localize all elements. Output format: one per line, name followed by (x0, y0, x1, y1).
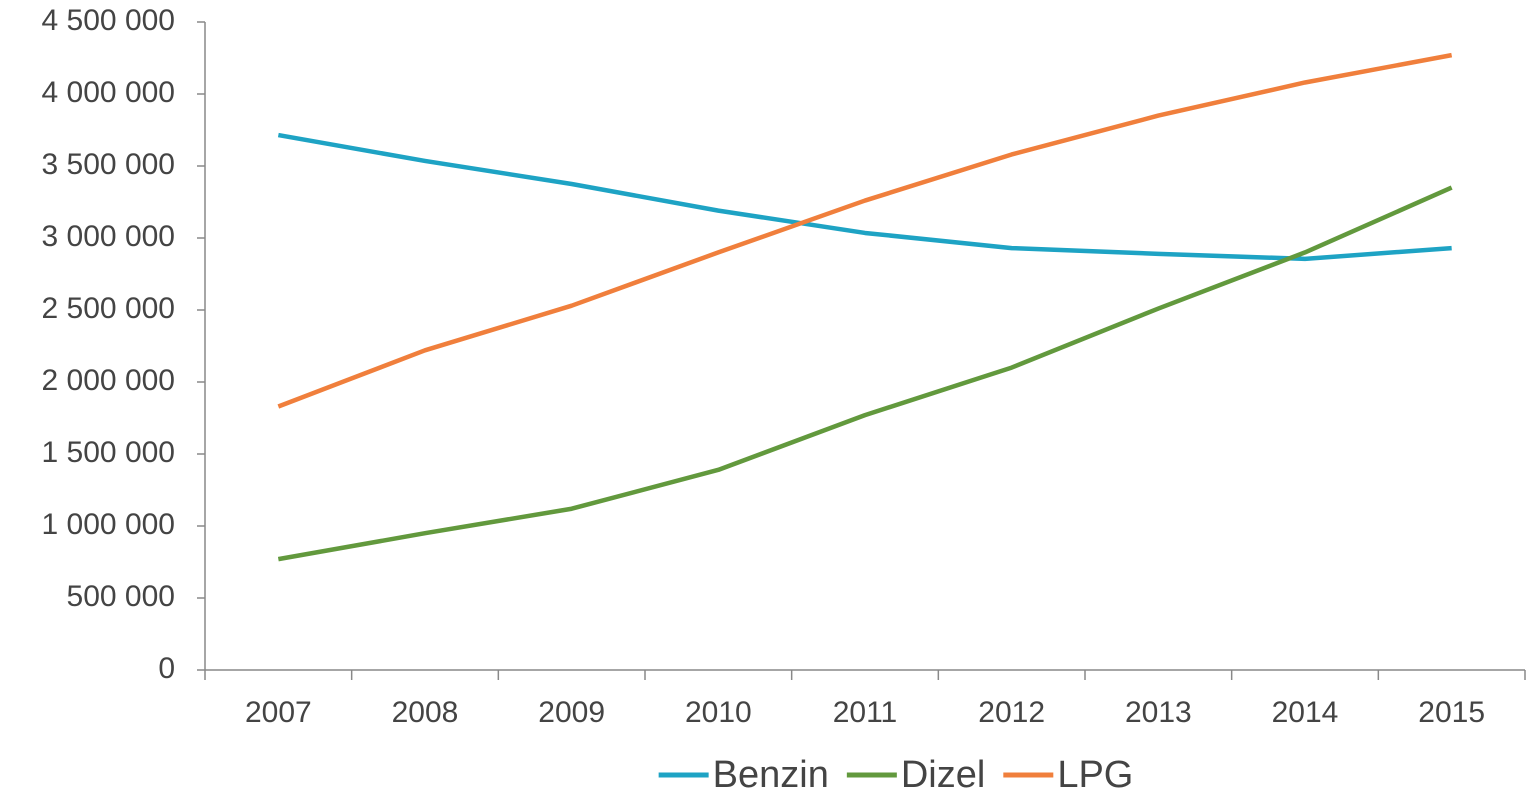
y-tick-label: 2 500 000 (42, 292, 175, 325)
y-tick-label: 1 500 000 (42, 436, 175, 469)
x-tick-label: 2012 (978, 696, 1045, 729)
legend-label: LPG (1057, 754, 1133, 796)
line (277, 52, 1453, 409)
y-tick-label: 3 500 000 (42, 148, 175, 181)
x-tick-label: 2008 (392, 696, 459, 729)
y-tick-label: 2 000 000 (42, 364, 175, 397)
y-tick-label: 4 500 000 (42, 4, 175, 37)
x-tick-label: 2013 (1125, 696, 1192, 729)
legend-label: Dizel (901, 754, 985, 796)
y-tick-label: 4 000 000 (42, 76, 175, 109)
x-tick-label: 2015 (1418, 696, 1485, 729)
y-tick-label: 0 (158, 652, 175, 685)
x-tick-label: 2009 (538, 696, 605, 729)
legend-label: Benzin (713, 754, 829, 796)
y-tick-label: 1 000 000 (42, 508, 175, 541)
y-tick-label: 3 000 000 (42, 220, 175, 253)
x-tick-label: 2014 (1272, 696, 1339, 729)
line (277, 185, 1453, 562)
line (277, 132, 1452, 262)
x-tick-label: 2010 (685, 696, 752, 729)
x-tick-label: 2007 (245, 696, 312, 729)
x-tick-label: 2011 (833, 696, 898, 729)
y-tick-label: 500 000 (67, 580, 175, 613)
